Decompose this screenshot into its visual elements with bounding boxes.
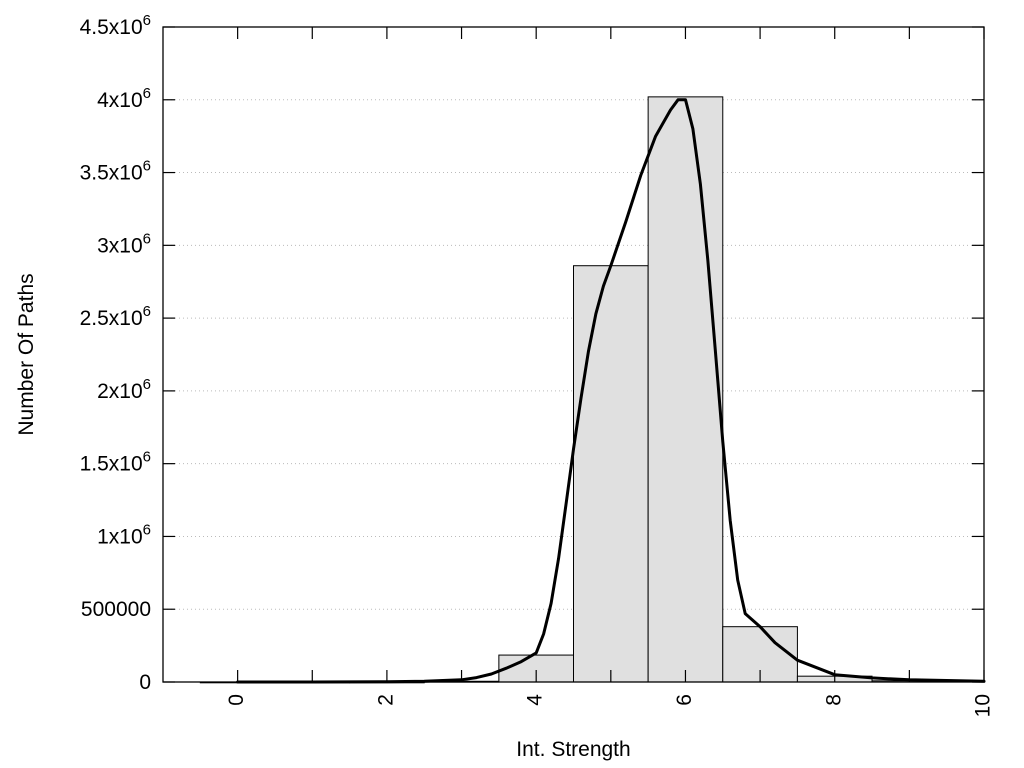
x-tick-label: 8 [822, 694, 845, 706]
y-tick-label: 0 [139, 671, 151, 694]
x-axis-ticks: 0 2 4 6 8 10 [225, 27, 995, 717]
x-tick-label: 0 [225, 694, 248, 706]
y-tick-label: 1x106 [97, 521, 151, 548]
y-tick-label: 500000 [81, 598, 151, 621]
histogram-bar [647, 96, 724, 683]
x-tick-label: 4 [524, 694, 547, 706]
grid-lines [163, 99, 984, 610]
fit-curve [236, 98, 986, 684]
y-tick-label: 2x106 [97, 376, 151, 403]
fit-curve-line [236, 98, 986, 684]
x-tick-label: 6 [673, 694, 696, 706]
y-axis-title: Number Of Paths [15, 273, 38, 435]
y-tick-label: 1.5x106 [80, 449, 151, 476]
y-tick-label: 3.5x106 [80, 158, 151, 185]
y-tick-label: 4.5x106 [80, 12, 151, 39]
plot-frame [162, 26, 985, 683]
x-axis-title: Int. Strength [516, 738, 630, 761]
x-tick-label: 2 [374, 694, 397, 706]
y-tick-label: 3x106 [97, 230, 151, 257]
y-tick-label: 4x106 [97, 85, 151, 112]
x-tick-label: 10 [972, 694, 995, 717]
y-tick-label: 2.5x106 [80, 303, 151, 330]
y-axis-ticks: 0 500000 1x106 1.5x106 2x106 2.5x106 3x106 3.5x… [80, 12, 984, 694]
histogram-bar [573, 265, 649, 683]
histogram-bars [199, 96, 948, 684]
